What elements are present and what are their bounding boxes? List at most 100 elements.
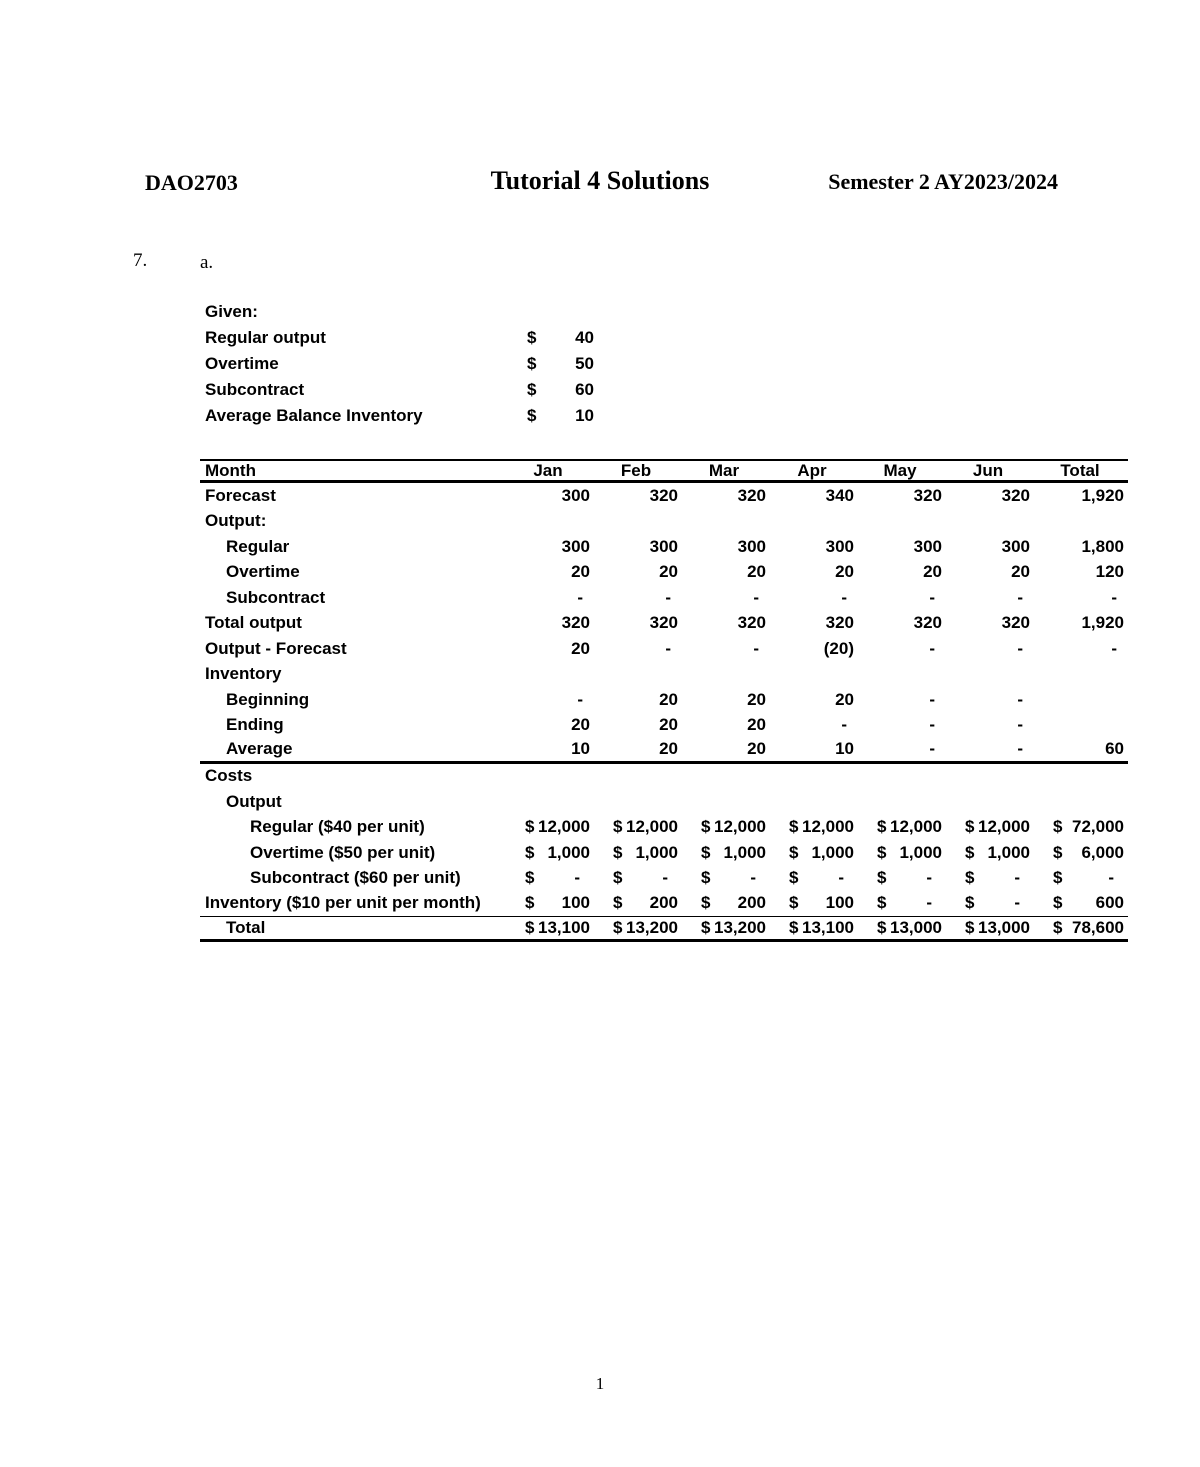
cell-value: 1,000: [899, 842, 942, 862]
cell-value: 300: [649, 536, 678, 556]
cell-value: -: [753, 587, 759, 607]
table-row: Subcontract - - - - - - -: [200, 585, 1128, 611]
cell-value: -: [841, 715, 847, 735]
dollar-sign: $: [701, 917, 711, 937]
dollar-sign: $: [527, 380, 537, 399]
table-row: Inventory ($10 per unit per month) $100 $2…: [200, 891, 1128, 917]
table-cell: 20: [944, 560, 1032, 586]
cell-value: 72,000: [1072, 817, 1124, 837]
given-row: Average Balance Inventory $10: [205, 403, 594, 429]
dollar-sign: $: [613, 842, 623, 862]
cell-value: 20: [659, 715, 678, 735]
cell-value: 13,100: [538, 917, 590, 937]
table-cell: 320: [768, 611, 856, 637]
cell-value: -: [1017, 739, 1023, 759]
cell-value: 300: [825, 536, 854, 556]
table-cell: 20: [768, 560, 856, 586]
table-cell: 320: [592, 611, 680, 637]
table-cell: $1,000: [944, 840, 1032, 866]
table-cell: $13,200: [680, 917, 768, 940]
cell-value: -: [926, 893, 932, 913]
cell-value: 320: [649, 485, 678, 505]
table-cell: $1,000: [592, 840, 680, 866]
given-value: 10: [575, 406, 594, 425]
table-cell: $1,000: [680, 840, 768, 866]
page-number: 1: [595, 1374, 605, 1393]
table-cell: -: [768, 713, 856, 739]
table-cell: 320: [856, 611, 944, 637]
cell-value: -: [1111, 587, 1117, 607]
dollar-sign: $: [1053, 868, 1063, 888]
table-cell: $ -: [1032, 866, 1128, 892]
row-label: Total: [226, 917, 266, 937]
table-cell: 320: [504, 611, 592, 637]
row-label: Subcontract: [226, 587, 326, 607]
table-cell: -: [856, 687, 944, 713]
dollar-sign: $: [701, 842, 711, 862]
row-label: Inventory: [205, 664, 282, 684]
column-header: Total: [1060, 461, 1100, 480]
table-row: Inventory: [200, 662, 1128, 688]
table-cell: [680, 662, 768, 688]
column-header: Feb: [620, 461, 652, 480]
given-value: 60: [575, 380, 594, 399]
dollar-sign: $: [701, 868, 711, 888]
cell-value: 1,920: [1081, 613, 1124, 633]
table-row: Forecast 300 320 320 340 320 320 1,920: [200, 483, 1128, 509]
table-cell: 20: [680, 687, 768, 713]
cell-value: 600: [1095, 893, 1124, 913]
table-cell: $200: [680, 891, 768, 916]
table-cell: 20: [504, 560, 592, 586]
cell-value: 320: [561, 613, 590, 633]
dollar-sign: $: [877, 842, 887, 862]
cell-value: -: [929, 739, 935, 759]
table-row: Output: [200, 789, 1128, 815]
given-rows: Regular output $40 Overtime $50 Subcontract $…: [205, 325, 594, 429]
cell-value: 13,000: [978, 917, 1030, 937]
table-cell: $12,000: [680, 815, 768, 841]
dollar-sign: $: [613, 917, 623, 937]
table-cell: 300: [944, 534, 1032, 560]
cell-value: -: [662, 868, 668, 888]
dollar-sign: $: [701, 817, 711, 837]
given-amount: $10: [527, 403, 594, 429]
dollar-sign: $: [877, 917, 887, 937]
table-cell: 320: [592, 483, 680, 509]
cell-value: 20: [1011, 562, 1030, 582]
column-header-month: Month: [205, 461, 256, 480]
table-cell: -: [1032, 636, 1128, 662]
cell-value: 320: [1001, 485, 1030, 505]
table-cell: [944, 509, 1032, 535]
table-cell: -: [680, 636, 768, 662]
cell-value: 20: [659, 689, 678, 709]
cell-value: -: [1014, 868, 1020, 888]
table-cell: $ -: [856, 891, 944, 916]
cell-value: 12,000: [714, 817, 766, 837]
table-cell: 20: [680, 713, 768, 739]
dollar-sign: $: [965, 917, 975, 937]
table-cell: 20: [680, 738, 768, 761]
table-cell: -: [504, 585, 592, 611]
table-cell: 340: [768, 483, 856, 509]
cell-value: 1,000: [987, 842, 1030, 862]
dollar-sign: $: [789, 842, 799, 862]
table-cell: [504, 789, 592, 815]
given-row: Overtime $50: [205, 351, 594, 377]
table-cell: 10: [768, 738, 856, 761]
table-cell: 20: [856, 560, 944, 586]
table-header-row: Month Jan Feb Mar Apr May Jun Total: [200, 459, 1128, 483]
given-row: Regular output $40: [205, 325, 594, 351]
table-cell: $1,000: [504, 840, 592, 866]
table-cell: (20): [768, 636, 856, 662]
table-row: Total output 320 320 320 320 320 320 1,920: [200, 611, 1128, 637]
table-row: Total $13,100 $13,200 $13,200 $13,100 $13,000…: [200, 917, 1128, 942]
cell-value: 200: [649, 893, 678, 913]
given-row: Subcontract $60: [205, 377, 594, 403]
table-cell: [592, 789, 680, 815]
table-cell: [504, 509, 592, 535]
column-header: Apr: [797, 461, 827, 480]
table-row: Regular 300 300 300 300 300 300 1,800: [200, 534, 1128, 560]
cell-value: 300: [561, 485, 590, 505]
cell-value: 320: [913, 485, 942, 505]
cell-value: -: [665, 638, 671, 658]
